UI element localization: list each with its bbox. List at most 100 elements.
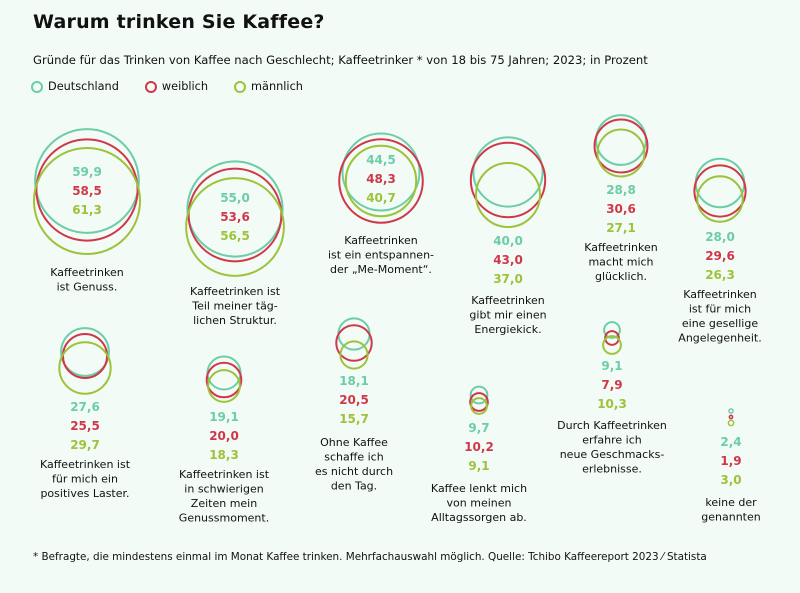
- category-label: Zeiten mein: [191, 497, 257, 510]
- value-label-weiblich: 1,9: [720, 454, 741, 468]
- value-label-weiblich: 29,6: [705, 249, 735, 263]
- value-label-maennlich: 40,7: [366, 191, 396, 205]
- bubble-maennlich: [207, 369, 241, 403]
- category-label: in schwierigen: [184, 483, 263, 496]
- value-label-deutschland: 9,7: [468, 421, 489, 435]
- bubble-group: 44,5 48,3 40,7 Kaffeetrinken ist ein entspan…: [328, 132, 434, 276]
- value-label-weiblich: 7,9: [601, 378, 622, 392]
- legend: Deutschland weiblich männlich: [31, 80, 329, 93]
- category-label: es nicht durch: [315, 465, 393, 478]
- bubble-deutschland: [337, 317, 371, 351]
- category-label: Kaffeetrinken: [471, 294, 544, 307]
- bubble-maennlich: [344, 144, 418, 218]
- bubble-maennlich: [727, 419, 735, 427]
- category-label: Alltagssorgen ab.: [431, 511, 527, 524]
- category-label: von meinen: [447, 497, 512, 510]
- category-label: ist für mich: [689, 303, 751, 316]
- bubble-group: 40,0 43,0 37,0 Kaffeetrinken gibt mir einenE…: [469, 136, 547, 336]
- bubble-group: 59,9 58,5 61,3 Kaffeetrinken ist Genuss.: [32, 128, 142, 294]
- bubble-deutschland: [472, 136, 544, 208]
- value-label-weiblich: 20,5: [339, 393, 369, 407]
- bubble-weiblich: [35, 138, 139, 242]
- legend-item-deutschland: Deutschland: [31, 80, 119, 93]
- bubble-maennlich: [32, 146, 142, 256]
- bubble-maennlich: [474, 161, 542, 229]
- value-label-weiblich: 20,0: [209, 429, 239, 443]
- category-label: genannten: [701, 511, 760, 524]
- category-label: positives Laster.: [40, 487, 129, 500]
- category-label: Durch Kaffeetrinken: [557, 419, 667, 432]
- value-label-weiblich: 10,2: [464, 440, 494, 454]
- value-label-maennlich: 26,3: [705, 268, 735, 282]
- value-label-weiblich: 43,0: [493, 253, 523, 267]
- category-label: Angelegenheit.: [678, 332, 761, 345]
- value-label-deutschland: 40,0: [493, 234, 523, 248]
- legend-label: weiblich: [161, 80, 209, 93]
- value-label-maennlich: 37,0: [493, 272, 523, 286]
- bubble-deutschland: [206, 355, 242, 391]
- category-label: Kaffeetrinken ist: [190, 285, 281, 298]
- value-label-deutschland: 59,9: [72, 165, 102, 179]
- bubble-weiblich: [187, 167, 283, 263]
- bubble-group: 27,6 25,5 29,7 Kaffeetrinken ist für mich ei…: [40, 327, 131, 500]
- bubble-deutschland: [60, 327, 110, 377]
- bubble-maennlich: [339, 340, 369, 370]
- legend-item-weiblich: weiblich: [144, 80, 209, 93]
- category-label: Ohne Kaffee: [320, 436, 388, 449]
- category-label: erlebnisse.: [582, 463, 642, 476]
- circle-icon: [144, 80, 157, 93]
- bubble-maennlich: [185, 177, 285, 277]
- value-label-maennlich: 27,1: [606, 221, 636, 235]
- category-label: ist Genuss.: [57, 281, 118, 294]
- value-label-maennlich: 56,5: [220, 229, 250, 243]
- value-label-maennlich: 3,0: [720, 473, 741, 487]
- value-label-maennlich: 18,3: [209, 448, 239, 462]
- legend-item-maennlich: männlich: [234, 80, 303, 93]
- category-label: gibt mir einen: [469, 309, 546, 322]
- legend-label: Deutschland: [48, 80, 119, 93]
- bubble-group: 28,8 30,6 27,1 Kaffeetrinken macht michglück…: [584, 114, 658, 283]
- value-label-deutschland: 55,0: [220, 191, 250, 205]
- value-label-deutschland: 27,6: [70, 400, 100, 414]
- bubble-deutschland: [341, 132, 421, 212]
- bubble-group: 28,0 29,6 26,3 Kaffeetrinken ist für michein…: [678, 157, 762, 345]
- value-label-maennlich: 61,3: [72, 203, 102, 217]
- category-label: Teil meiner täg-: [191, 300, 278, 313]
- category-label: keine der: [705, 496, 757, 509]
- chart-title: Warum trinken Sie Kaffee?: [33, 11, 325, 33]
- value-label-weiblich: 58,5: [72, 184, 102, 198]
- value-label-weiblich: 25,5: [70, 419, 100, 433]
- value-label-maennlich: 15,7: [339, 412, 369, 426]
- category-label: Kaffeetrinken: [344, 234, 417, 247]
- bubble-maennlich: [58, 341, 112, 395]
- category-label: Kaffeetrinken: [584, 241, 657, 254]
- value-label-weiblich: 53,6: [220, 210, 250, 224]
- circle-icon: [234, 80, 247, 93]
- category-label: neue Geschmacks-: [560, 448, 665, 461]
- bubble-group: 19,1 20,0 18,3 Kaffeetrinken ist in schwieri…: [179, 355, 270, 525]
- category-label: eine gesellige: [682, 317, 758, 330]
- bubble-maennlich: [602, 335, 622, 355]
- bubble-deutschland: [728, 408, 734, 414]
- category-label: lichen Struktur.: [193, 314, 277, 327]
- value-label-deutschland: 19,1: [209, 410, 239, 424]
- legend-label: männlich: [251, 80, 303, 93]
- bubble-deutschland: [603, 321, 621, 339]
- value-label-deutschland: 28,8: [606, 183, 636, 197]
- category-label: Kaffeetrinken: [50, 266, 123, 279]
- category-label: Kaffeetrinken: [683, 288, 756, 301]
- bubble-weiblich: [469, 392, 489, 412]
- bubble-weiblich: [693, 164, 747, 218]
- category-label: der „Me-Moment“.: [330, 263, 432, 276]
- bubble-weiblich: [728, 414, 734, 420]
- bubble-maennlich: [696, 175, 744, 223]
- category-label: Kaffeetrinken ist: [179, 468, 270, 481]
- bubble-group: 2,4 1,9 3,0 keine der genannten: [701, 408, 761, 524]
- value-label-weiblich: 30,6: [606, 202, 636, 216]
- value-label-deutschland: 44,5: [366, 153, 396, 167]
- value-label-maennlich: 9,1: [468, 459, 489, 473]
- value-label-maennlich: 10,3: [597, 397, 627, 411]
- bubble-deutschland: [34, 128, 140, 234]
- bubble-deutschland: [186, 160, 284, 258]
